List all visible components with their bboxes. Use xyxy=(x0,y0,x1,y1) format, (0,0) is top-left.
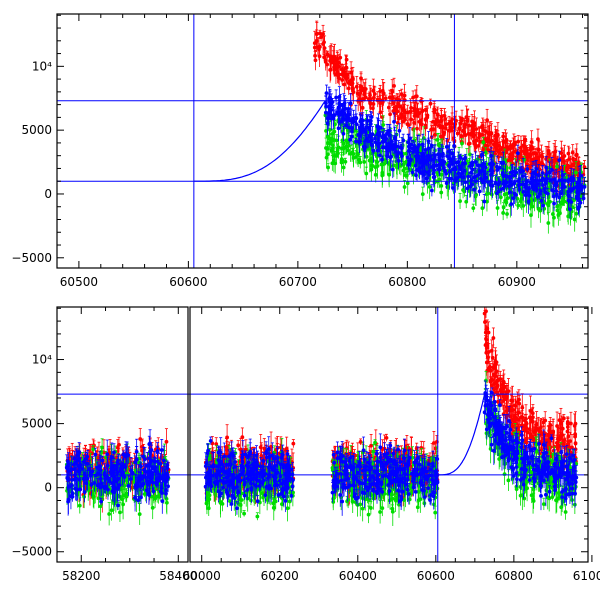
top-point xyxy=(344,63,349,90)
top-x-tick-label: 60600 xyxy=(169,275,207,289)
bottom-plot-frame-segment xyxy=(189,306,589,563)
bottom-x-tick-label: 60000 xyxy=(183,569,221,583)
top-point xyxy=(383,94,388,102)
top-x-tick-label: 60700 xyxy=(279,275,317,289)
bottom-point xyxy=(541,497,546,511)
bottom-point xyxy=(255,495,260,507)
top-y-tick-label: 5000 xyxy=(21,123,52,137)
bottom-x-tick-label: 58200 xyxy=(62,569,100,583)
top-point xyxy=(339,154,344,166)
top-point xyxy=(411,90,416,105)
bottom-reference-lines xyxy=(57,307,588,562)
bottom-y-tick-label: 0 xyxy=(44,481,52,495)
top-panel: 60500 60600 60700 60800 60900 −5000 0 5000 10⁴ xyxy=(11,13,589,289)
top-point xyxy=(409,112,414,126)
top-point xyxy=(552,152,557,169)
bottom-point xyxy=(291,439,296,448)
bottom-point xyxy=(107,502,112,526)
top-point xyxy=(313,49,318,71)
top-y-tick-label: 10⁴ xyxy=(32,59,52,73)
bottom-point xyxy=(155,442,160,460)
top-point xyxy=(364,166,369,180)
top-point xyxy=(362,82,367,102)
top-point xyxy=(536,128,540,150)
top-point xyxy=(503,129,508,154)
top-point xyxy=(505,209,509,219)
top-point xyxy=(402,180,407,194)
top-data-points xyxy=(312,20,587,234)
top-y-tick-label: 0 xyxy=(44,187,52,201)
top-x-tick-label: 60800 xyxy=(388,275,426,289)
bottom-model-curve xyxy=(437,393,486,476)
top-point xyxy=(540,156,544,169)
bottom-point xyxy=(550,493,555,501)
bottom-point xyxy=(77,497,82,514)
top-point xyxy=(409,102,414,114)
top-point xyxy=(458,192,462,209)
top-point xyxy=(467,115,471,135)
top-point xyxy=(323,107,328,123)
bottom-y-tick-label: −5000 xyxy=(11,545,52,559)
top-x-tick-label: 60900 xyxy=(498,275,536,289)
bottom-point xyxy=(214,437,219,451)
bottom-y-tick-label: 10⁴ xyxy=(32,353,52,367)
bottom-x-tick-label: 60400 xyxy=(339,569,377,583)
bottom-y-tick-label: 5000 xyxy=(21,417,52,431)
top-point xyxy=(536,140,541,160)
top-point xyxy=(372,85,376,110)
bottom-point xyxy=(563,503,568,520)
top-model-curve xyxy=(193,100,326,182)
top-point xyxy=(489,121,493,145)
top-point xyxy=(477,126,482,141)
bottom-point xyxy=(242,510,247,517)
bottom-x-tick-label: 61000 xyxy=(573,569,600,583)
top-point xyxy=(473,140,478,154)
bottom-x-tick-label: 60800 xyxy=(495,569,533,583)
top-point xyxy=(388,103,392,126)
bottom-point xyxy=(390,497,395,526)
top-point xyxy=(574,148,578,162)
top-point xyxy=(471,203,476,213)
bottom-x-tick-label: 60600 xyxy=(417,569,455,583)
bottom-x-tick-label: 60200 xyxy=(261,569,299,583)
bottom-point xyxy=(506,469,511,491)
top-point xyxy=(460,109,464,128)
bottom-panel: 5820058400600006020060400606006080061000… xyxy=(11,306,600,583)
top-point xyxy=(444,117,449,131)
bottom-point xyxy=(164,428,169,455)
bottom-point xyxy=(378,500,383,524)
bottom-point xyxy=(137,502,142,525)
bottom-data-points xyxy=(64,307,579,526)
top-y-tick-label: −5000 xyxy=(11,251,52,265)
top-x-tick-label: 60500 xyxy=(60,275,98,289)
top-point xyxy=(477,186,482,196)
bottom-plot-frame-segment xyxy=(56,306,189,563)
top-point xyxy=(476,140,481,151)
top-point xyxy=(420,186,425,202)
bottom-point xyxy=(255,512,260,521)
top-point xyxy=(495,199,500,216)
